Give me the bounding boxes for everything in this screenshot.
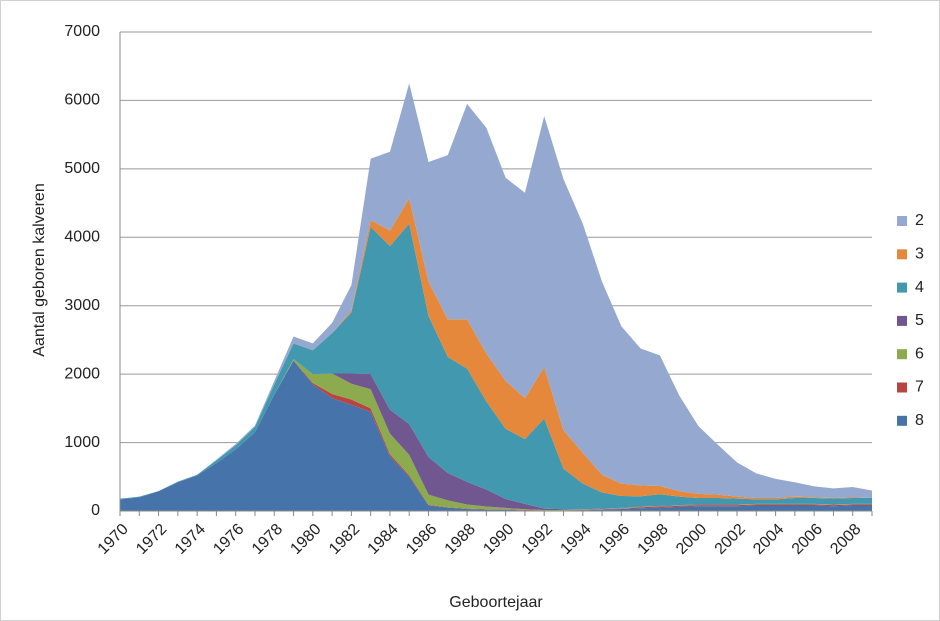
y-axis-title: Aantal geboren kalveren (31, 183, 48, 356)
y-tick-label: 4000 (64, 229, 100, 246)
area (120, 83, 872, 499)
legend-label: 7 (915, 379, 924, 396)
y-tick-label: 6000 (64, 92, 100, 109)
y-tick-label: 7000 (64, 23, 100, 40)
legend-label: 2 (915, 212, 924, 229)
legend-swatch (897, 315, 907, 326)
legend-swatch (897, 382, 907, 393)
legend-swatch (897, 415, 907, 426)
y-tick-label: 5000 (64, 160, 100, 177)
legend-swatch (897, 349, 907, 360)
legend-label: 4 (915, 279, 924, 296)
legend-label: 5 (915, 312, 924, 329)
legend-label: 3 (915, 246, 924, 263)
area (120, 360, 872, 511)
legend-swatch (897, 282, 907, 293)
y-tick-label: 3000 (64, 297, 100, 314)
legend-label: 8 (915, 412, 924, 429)
x-axis-title: Geboortejaar (449, 594, 543, 611)
y-tick-label: 0 (91, 502, 100, 519)
y-tick-label: 2000 (64, 365, 100, 382)
legend-swatch (897, 249, 907, 260)
legend-label: 6 (915, 345, 924, 362)
y-tick-label: 1000 (64, 434, 100, 451)
area (120, 223, 872, 510)
legend-swatch (897, 216, 907, 226)
